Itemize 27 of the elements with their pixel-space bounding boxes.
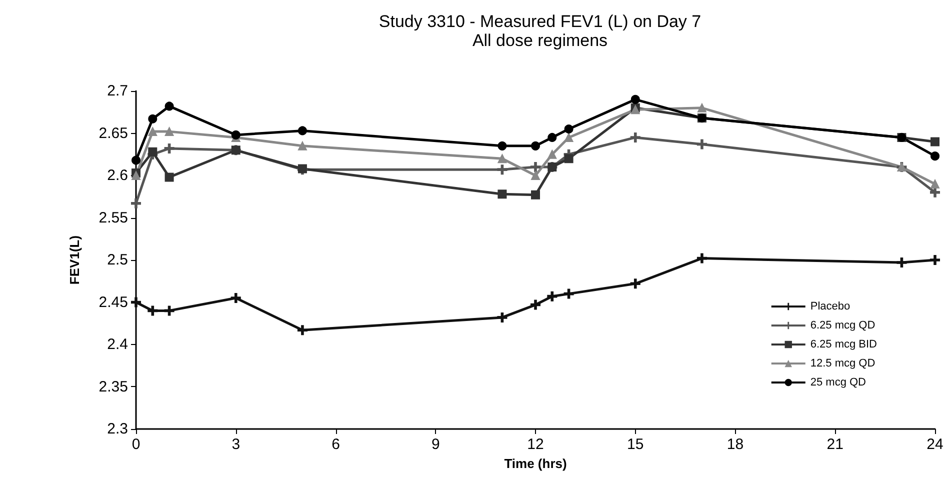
legend-label: 12.5 mcg QD <box>810 358 876 370</box>
y-tick-label: 2.55 <box>98 209 128 226</box>
x-tick-label: 12 <box>527 436 544 453</box>
legend-label: 6.25 mcg BID <box>810 338 878 350</box>
x-tick-label: 0 <box>132 436 140 453</box>
legend-label: 6.25 mcg QD <box>810 320 876 332</box>
x-tick-label: 18 <box>726 436 744 453</box>
x-tick-label: 15 <box>627 436 644 453</box>
legend-label: Placebo <box>810 300 850 312</box>
x-tick-label: 3 <box>232 436 240 453</box>
y-tick-label: 2.4 <box>107 336 128 353</box>
y-tick-label: 2.45 <box>98 294 128 311</box>
x-tick-label: 6 <box>332 436 340 453</box>
x-tick-label: 24 <box>926 436 944 453</box>
y-tick-label: 2.35 <box>98 378 128 396</box>
y-tick-label: 2.3 <box>107 420 128 438</box>
y-tick-label: 2.65 <box>98 124 128 142</box>
legend-label: 25 mcg QD <box>810 376 866 388</box>
y-axis-title: FEV1(L) <box>67 235 82 285</box>
y-tick-label: 2.5 <box>107 252 128 268</box>
chart-subtitle: All dose regimens <box>472 31 608 50</box>
y-tick-label: 2.7 <box>107 82 128 100</box>
x-axis-title: Time (hrs) <box>504 456 567 471</box>
chart-title: Study 3310 - Measured FEV1 (L) on Day 7 <box>378 12 702 31</box>
y-tick-label: 2.6 <box>107 167 128 184</box>
x-tick-label: 21 <box>826 436 844 453</box>
x-tick-label: 9 <box>431 436 440 453</box>
